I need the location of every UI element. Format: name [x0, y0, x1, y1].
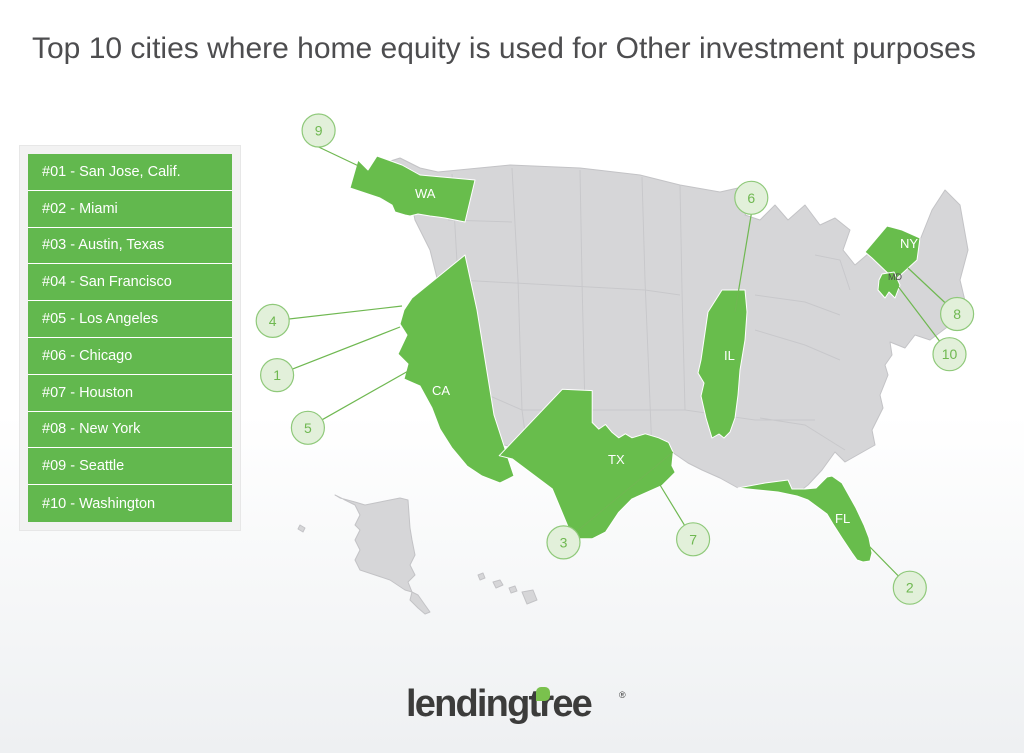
svg-text:5: 5 [304, 420, 312, 436]
svg-text:IL: IL [724, 348, 735, 363]
svg-text:7: 7 [689, 531, 697, 547]
svg-text:8: 8 [953, 306, 961, 322]
svg-text:9: 9 [315, 123, 323, 139]
svg-text:MD: MD [888, 272, 902, 282]
svg-text:3: 3 [560, 534, 568, 550]
svg-text:NY: NY [900, 236, 918, 251]
svg-text:10: 10 [942, 346, 958, 362]
svg-text:2: 2 [906, 580, 914, 596]
svg-text:1: 1 [273, 367, 281, 383]
svg-text:6: 6 [747, 190, 755, 206]
svg-text:FL: FL [835, 511, 850, 526]
svg-text:CA: CA [432, 383, 450, 398]
svg-text:4: 4 [269, 313, 277, 329]
svg-text:TX: TX [608, 452, 625, 467]
svg-text:WA: WA [415, 186, 436, 201]
